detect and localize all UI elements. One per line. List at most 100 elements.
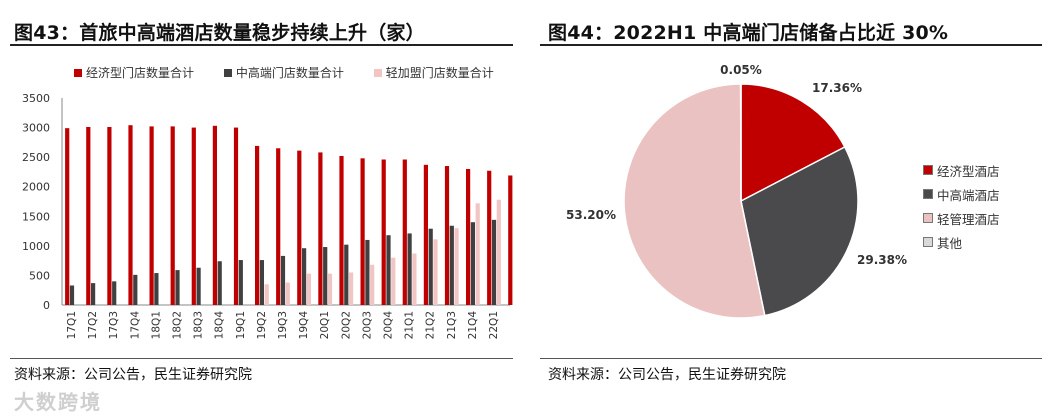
y-tick-label: 2500 — [22, 151, 50, 164]
right-title-rule — [540, 44, 1042, 46]
x-tick-label: 21Q4 — [467, 311, 479, 340]
bar-20Q3-s2 — [365, 239, 370, 305]
y-tick-label: 0 — [43, 299, 50, 312]
bar-21Q2-s3 — [433, 239, 438, 305]
right-source-rule — [540, 358, 1042, 359]
pie-slice-1 — [740, 83, 846, 203]
bar-22Q1-s1 — [487, 170, 492, 305]
pie-chart: 17.36% 29.38% 53.20% 0.05% — [566, 63, 907, 319]
bar-21Q4-s1 — [466, 168, 471, 305]
pie-legend-item-economy: 经济型酒店 — [923, 158, 1000, 182]
bar-20Q4-s1 — [381, 159, 386, 305]
x-tick-label: 19Q3 — [277, 311, 289, 339]
x-tick-label: 21Q2 — [425, 311, 437, 339]
right-chart-title: 图44：2022H1 中高端门店储备占比近 30% — [548, 22, 949, 44]
bar-17Q1-s1 — [65, 128, 70, 305]
bar-18Q4-s1 — [212, 125, 217, 305]
bar-21Q1-s2 — [407, 233, 412, 305]
bar-18Q3-s1 — [191, 127, 196, 305]
bar-20Q1-s1 — [318, 152, 323, 305]
bar-19Q3-s2 — [280, 255, 286, 305]
x-tick-label: 22Q1 — [488, 311, 500, 339]
left-title-rule — [10, 44, 513, 46]
bar-17Q1-s2 — [69, 285, 75, 305]
x-tick-label: 19Q2 — [256, 311, 268, 339]
x-tick-label: 21Q1 — [404, 311, 416, 339]
bar-20Q4-s2 — [386, 235, 391, 305]
bar-chart: 0 500 1000 1500 2000 2500 3000 3500 17Q1 17Q2 17Q3… — [22, 92, 513, 340]
x-tick-label: 17Q4 — [129, 311, 141, 340]
bar-20Q4-s3 — [391, 257, 396, 305]
pie-slice-3 — [623, 83, 766, 319]
legend-label-economy: 经济型门店数量合计 — [86, 66, 195, 80]
bar-21Q2-s1 — [423, 164, 428, 305]
bar-17Q2-s2 — [91, 283, 96, 305]
x-tick-label: 17Q1 — [66, 311, 78, 339]
x-tick-label: 19Q1 — [235, 311, 247, 339]
watermark: 大数跨境 — [14, 390, 102, 414]
pie-legend-label-economy: 经济型酒店 — [937, 163, 1000, 179]
legend-label-light: 轻加盟门店数量合计 — [385, 66, 494, 80]
bar-22Q1-s2 — [491, 219, 497, 305]
bar-19Q2-s2 — [259, 260, 264, 305]
legend-item-economy: 经济型门店数量合计 — [74, 64, 194, 81]
bar-20Q1-s2 — [323, 247, 328, 305]
pie-data-label: 0.05% — [720, 63, 762, 77]
pie-legend-item-other: 其他 — [923, 230, 1000, 254]
y-tick-label: 2000 — [22, 181, 50, 194]
left-source-rule — [10, 358, 513, 359]
bar-20Q3-s1 — [360, 158, 365, 305]
pie-data-label: 53.20% — [566, 208, 616, 222]
pie-legend-label-light: 轻管理酒店 — [937, 211, 1000, 227]
bar-18Q2-s2 — [175, 270, 180, 305]
legend-swatch-light — [373, 68, 382, 77]
bar-extra — [508, 175, 513, 305]
bar-19Q4-s3 — [306, 273, 311, 305]
pie-legend-swatch-light — [923, 213, 933, 223]
x-tick-label: 18Q1 — [150, 311, 162, 339]
pie-legend-swatch-midhigh — [923, 189, 933, 199]
bar-20Q2-s3 — [349, 272, 354, 305]
pie-legend-item-midhigh: 中高端酒店 — [923, 182, 1000, 206]
x-tick-label: 20Q1 — [319, 311, 331, 339]
legend-item-midhigh: 中高端门店数量合计 — [223, 64, 344, 81]
bar-18Q4-s2 — [217, 261, 222, 305]
y-tick-label: 1500 — [22, 210, 50, 223]
bar-21Q2-s2 — [428, 228, 433, 305]
bar-20Q3-s3 — [370, 264, 375, 305]
x-tick-label: 18Q4 — [214, 311, 226, 340]
bar-17Q3-s1 — [107, 126, 112, 305]
bar-19Q4-s2 — [302, 248, 307, 305]
bar-22Q1-s3 — [496, 199, 501, 305]
bar-21Q1-s1 — [402, 159, 407, 305]
x-tick-label: 17Q3 — [108, 311, 120, 339]
y-tick-label: 3500 — [22, 92, 50, 105]
bar-19Q1-s2 — [238, 260, 243, 305]
x-tick-label: 20Q3 — [361, 311, 373, 339]
bar-21Q4-s2 — [470, 222, 475, 305]
bar-19Q4-s1 — [297, 150, 302, 305]
bar-21Q3-s1 — [444, 166, 450, 305]
bar-21Q4-s3 — [475, 203, 480, 305]
bar-19Q1-s1 — [233, 127, 239, 305]
pie-legend-item-light: 轻管理酒店 — [923, 206, 1000, 230]
bar-19Q2-s3 — [264, 284, 269, 305]
y-tick-label: 1000 — [22, 240, 50, 253]
bar-20Q2-s2 — [344, 244, 349, 305]
x-tick-label: 21Q3 — [446, 311, 458, 339]
x-tick-label: 20Q2 — [340, 311, 352, 339]
bar-20Q2-s1 — [339, 155, 344, 305]
pie-legend: 经济型酒店 中高端酒店 轻管理酒店 其他 — [923, 158, 1000, 254]
bar-17Q4-s1 — [128, 125, 133, 305]
bar-18Q3-s2 — [196, 267, 201, 305]
pie-legend-swatch-economy — [923, 165, 933, 175]
bar-legend: 经济型门店数量合计 中高端门店数量合计 轻加盟门店数量合计 — [74, 64, 520, 81]
bar-20Q1-s3 — [327, 273, 333, 305]
bar-21Q3-s3 — [454, 228, 459, 305]
legend-label-midhigh: 中高端门店数量合计 — [235, 66, 344, 80]
right-source: 资料来源：公司公告，民生证券研究院 — [548, 367, 786, 383]
pie-legend-label-other: 其他 — [937, 235, 963, 251]
bar-19Q3-s3 — [285, 282, 290, 305]
bar-21Q3-s2 — [449, 225, 454, 305]
left-chart-title: 图43：首旅中高端酒店数量稳步持续上升（家） — [14, 22, 425, 44]
